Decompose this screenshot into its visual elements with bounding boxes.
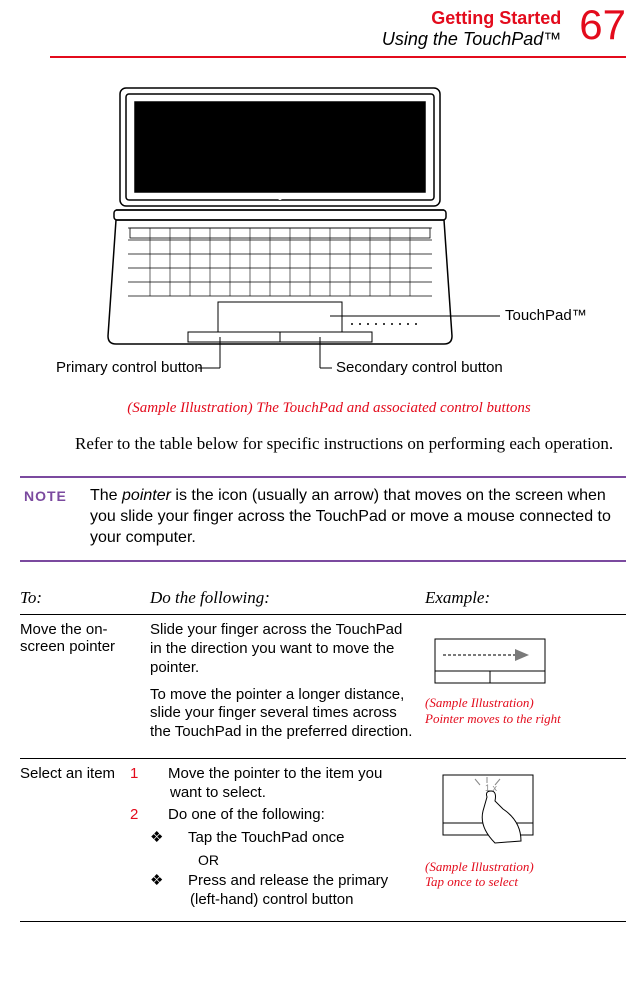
row1-do: Slide your finger across the TouchPad in… (150, 615, 425, 759)
row2-do: 1Move the pointer to the item you want t… (150, 758, 425, 922)
instructions-table: To: Do the following: Example: Move the … (20, 584, 626, 922)
table-row: Select an item 1Move the pointer to the … (20, 758, 626, 922)
ex1-l2: Pointer moves to the right (425, 711, 561, 726)
note-label: NOTE (20, 486, 90, 548)
th-to: To: (20, 584, 150, 615)
ex1-l1: (Sample Illustration) (425, 695, 534, 710)
step2-text: Do one of the following: (168, 806, 325, 823)
row2-step1: 1Move the pointer to the item you want t… (150, 765, 417, 803)
ex2-l2: Tap once to select (425, 874, 518, 889)
row2-example: 1 x (Sample Illustration) Tap once to se… (425, 758, 626, 922)
note-em: pointer (122, 487, 171, 504)
row2-or: OR (150, 852, 417, 868)
example2-svg: 1 x (425, 765, 575, 855)
table-row: Move the on-screen pointer Slide your fi… (20, 615, 626, 759)
step1-num: 1 (150, 765, 168, 784)
chapter-title: Getting Started (382, 8, 561, 29)
note-before: The (90, 487, 122, 504)
row2-bullet2: ❖Press and release the primary (left-han… (150, 872, 417, 910)
bullet1-text: Tap the TouchPad once (188, 829, 345, 846)
row2-step2: 2Do one of the following: (150, 806, 417, 825)
ex2-l1: (Sample Illustration) (425, 859, 534, 874)
diamond-icon: ❖ (170, 872, 188, 891)
main-illustration: TouchPad™ Primary control button Seconda… (0, 78, 638, 398)
example1-svg (425, 621, 575, 691)
step2-num: 2 (150, 806, 168, 825)
note-text: The pointer is the icon (usually an arro… (90, 486, 626, 548)
header-rule (50, 56, 626, 58)
page-number: 67 (579, 4, 626, 46)
bullet2-text: Press and release the primary (left-hand… (188, 872, 388, 908)
row1-do-p2: To move the pointer a longer distance, s… (150, 686, 417, 742)
laptop-diagram-svg: TouchPad™ Primary control button Seconda… (0, 78, 638, 388)
row1-to: Move the on-screen pointer (20, 615, 150, 759)
page-header: Getting Started Using the TouchPad™ 67 (0, 0, 638, 54)
label-secondary: Secondary control button (336, 359, 503, 376)
header-titles: Getting Started Using the TouchPad™ (382, 8, 561, 50)
step1-text: Move the pointer to the item you want to… (168, 765, 382, 801)
main-illustration-caption: (Sample Illustration) The TouchPad and a… (40, 400, 618, 417)
intro-paragraph: Refer to the table below for specific in… (75, 433, 618, 456)
note-block: NOTE The pointer is the icon (usually an… (20, 476, 626, 562)
example2-caption: (Sample Illustration) Tap once to select (425, 859, 618, 890)
row1-do-p1: Slide your finger across the TouchPad in… (150, 621, 417, 677)
diamond-icon: ❖ (170, 829, 188, 848)
section-title: Using the TouchPad™ (382, 29, 561, 50)
label-primary: Primary control button (56, 359, 203, 376)
row2-bullet1: ❖Tap the TouchPad once (150, 829, 417, 848)
th-example: Example: (425, 584, 626, 615)
th-do: Do the following: (150, 584, 425, 615)
example1-caption: (Sample Illustration) Pointer moves to t… (425, 695, 618, 726)
label-touchpad: TouchPad™ (505, 307, 587, 324)
row1-example: (Sample Illustration) Pointer moves to t… (425, 615, 626, 759)
